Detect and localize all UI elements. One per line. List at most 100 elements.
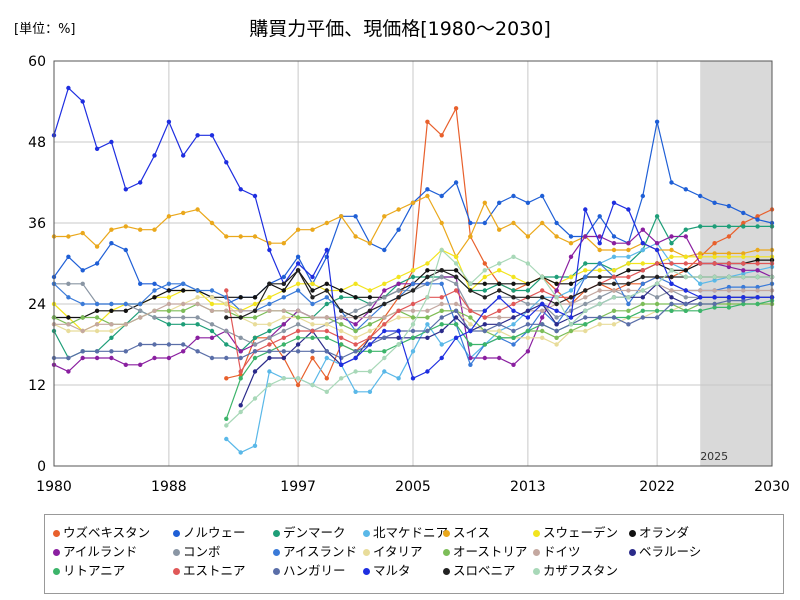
data-point	[755, 261, 760, 266]
data-point	[123, 362, 128, 367]
data-point	[152, 288, 157, 293]
data-point	[382, 288, 387, 293]
data-point	[339, 322, 344, 327]
data-point	[654, 274, 660, 280]
data-point	[123, 301, 128, 307]
data-point	[554, 315, 559, 320]
data-point	[238, 335, 243, 340]
data-point	[324, 355, 329, 361]
data-point	[482, 268, 487, 273]
x-tick-label: 2030	[754, 479, 790, 495]
legend-marker	[273, 530, 280, 537]
data-point	[382, 315, 387, 320]
data-point	[353, 315, 358, 320]
data-point	[741, 301, 746, 307]
data-point	[611, 315, 617, 320]
data-point	[482, 342, 487, 347]
data-point	[425, 335, 430, 340]
data-point	[382, 281, 387, 286]
data-point	[109, 349, 114, 354]
data-point	[597, 295, 602, 300]
data-point	[281, 288, 286, 293]
data-point	[669, 261, 674, 266]
data-point	[267, 335, 272, 340]
data-point	[267, 322, 272, 327]
data-point	[640, 315, 645, 320]
data-point	[669, 288, 674, 293]
data-point	[611, 295, 617, 300]
data-point	[597, 261, 602, 266]
data-point	[453, 281, 459, 286]
data-point	[698, 301, 703, 307]
data-point	[166, 214, 172, 219]
data-point	[468, 355, 473, 361]
data-point	[698, 295, 703, 300]
legend-marker	[629, 549, 636, 556]
data-point	[525, 349, 531, 354]
data-point	[540, 193, 545, 199]
data-point	[669, 180, 674, 185]
legend-item: デンマーク	[273, 522, 346, 541]
data-point	[396, 308, 401, 313]
data-point	[339, 315, 344, 320]
data-point	[654, 301, 660, 307]
data-point	[439, 308, 444, 313]
data-point	[410, 200, 416, 205]
data-point	[410, 274, 416, 280]
data-point	[497, 227, 502, 232]
data-point	[439, 328, 444, 334]
data-point	[439, 315, 444, 320]
data-point	[698, 308, 703, 313]
data-point	[482, 308, 487, 313]
data-point	[224, 234, 229, 239]
data-point	[238, 295, 243, 300]
data-point	[295, 328, 301, 334]
data-point	[425, 315, 430, 320]
data-point	[511, 328, 516, 334]
data-point	[554, 274, 559, 280]
data-point	[525, 301, 531, 307]
data-point	[640, 247, 645, 253]
data-point	[439, 274, 444, 280]
data-point	[295, 288, 301, 293]
data-point	[640, 301, 645, 307]
data-point	[252, 295, 258, 300]
data-point	[224, 160, 229, 165]
data-point	[611, 288, 617, 293]
data-point	[568, 315, 574, 320]
data-point	[224, 342, 229, 347]
legend-item: エストニア	[173, 560, 246, 579]
data-point	[425, 322, 430, 327]
data-point	[281, 376, 286, 381]
data-point	[726, 305, 732, 310]
data-point	[252, 322, 258, 327]
data-point	[94, 146, 100, 151]
data-point	[597, 301, 602, 307]
data-point	[295, 261, 301, 266]
data-point	[66, 281, 71, 286]
data-point	[511, 301, 516, 307]
data-point	[468, 322, 473, 327]
legend-item: ドイツ	[533, 541, 581, 560]
data-point	[410, 335, 416, 340]
data-point	[66, 322, 71, 327]
legend-marker	[363, 549, 370, 556]
data-point	[80, 349, 85, 354]
data-point	[295, 335, 301, 340]
data-point	[726, 288, 732, 293]
data-point	[453, 254, 459, 259]
data-point	[109, 328, 114, 334]
data-point	[94, 301, 100, 307]
legend: ウズベキスタン ノルウェー デンマーク 北マケドニア スイス スウェーデン オランダ アイルラ…	[44, 514, 784, 594]
legend-item: アイスランド	[273, 541, 357, 560]
data-point	[123, 308, 128, 313]
data-point	[511, 362, 516, 367]
data-point	[267, 295, 272, 300]
data-point	[626, 315, 631, 320]
data-point	[425, 295, 430, 300]
data-point	[683, 308, 688, 313]
data-point	[310, 281, 315, 286]
data-point	[152, 342, 157, 347]
data-point	[138, 180, 143, 185]
data-point	[525, 322, 531, 327]
